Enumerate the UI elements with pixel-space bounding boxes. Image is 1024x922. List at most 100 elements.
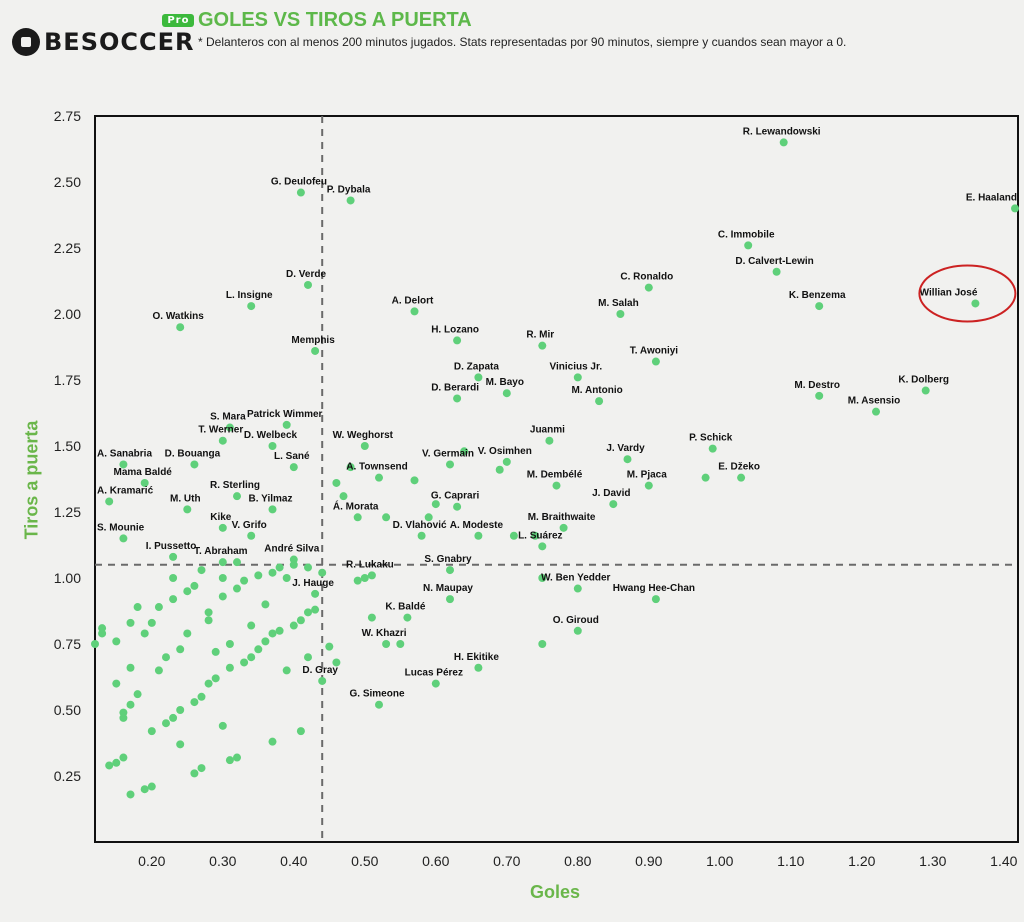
data-point [261, 600, 270, 609]
data-point-label: R. Lewandowski [743, 126, 821, 137]
data-point-label: D. Zapata [454, 361, 499, 372]
y-tick-label: 2.50 [54, 174, 81, 190]
data-point-labeled [474, 531, 483, 540]
data-point-label: Vinicius Jr. [549, 361, 602, 372]
data-point-labeled [573, 373, 582, 382]
data-point [162, 653, 170, 662]
data-point-label: M. Dembélé [527, 470, 583, 481]
data-point [119, 708, 128, 717]
data-point-label: D. Welbeck [244, 430, 298, 441]
data-point-label: J. David [592, 488, 630, 499]
data-point-label: G. Simeone [349, 689, 404, 700]
data-point-labeled [218, 523, 227, 532]
data-point-labeled [360, 442, 369, 450]
data-point-label: N. Maupay [423, 583, 473, 594]
data-point [282, 574, 291, 582]
chart-subtitle: * Delanteros con al menos 200 minutos ju… [198, 35, 847, 49]
data-point-label: W. Ben Yedder [541, 573, 610, 584]
data-point-labeled [183, 505, 192, 514]
data-point [98, 624, 107, 633]
data-point-labeled [772, 267, 781, 276]
data-point [147, 618, 156, 627]
data-point [147, 727, 156, 736]
data-point-labeled [311, 346, 320, 355]
data-point [311, 605, 320, 614]
data-point-labeled [382, 640, 391, 648]
data-point-label: V. Osimhen [478, 446, 532, 457]
data-point [382, 513, 391, 522]
data-point-label: M. Asensio [848, 396, 900, 407]
data-point-labeled [872, 407, 880, 416]
data-point-labeled [453, 394, 462, 403]
x-tick-label: 1.10 [777, 853, 804, 869]
y-tick-label: 1.50 [54, 438, 81, 454]
y-tick-label: 1.75 [54, 372, 81, 388]
data-point-label: M. Destro [794, 380, 840, 391]
data-point-labeled [176, 323, 185, 332]
y-tick-label: 1.00 [54, 570, 81, 586]
data-point-label: D. Bouanga [165, 448, 221, 459]
data-point-label: R. Mir [526, 330, 554, 341]
data-point [225, 663, 234, 672]
data-point [176, 740, 185, 749]
data-point [233, 584, 241, 593]
data-point-labeled [311, 589, 320, 598]
data-point [431, 500, 440, 509]
data-point [268, 737, 277, 746]
data-point-label: Juanmi [530, 425, 565, 436]
data-point-labeled [289, 463, 298, 472]
data-point [105, 761, 114, 770]
data-point [183, 629, 192, 638]
data-point-labeled [233, 492, 241, 501]
x-tick-label: 0.40 [280, 853, 307, 869]
data-point-label: W. Khazri [362, 628, 407, 639]
data-point-label: A. Sanabria [97, 448, 152, 459]
data-point [538, 574, 547, 582]
data-point [240, 576, 249, 585]
data-point-label: V. Germain [422, 448, 474, 459]
data-point [218, 592, 227, 601]
data-point [367, 613, 376, 622]
data-point-labeled [446, 566, 454, 575]
y-tick-label: 0.50 [54, 702, 81, 718]
data-point-label: M. Bayo [486, 377, 524, 388]
data-point [197, 566, 206, 575]
data-point [126, 618, 135, 627]
data-point-labeled [538, 341, 547, 350]
data-point-label: S. Mara [210, 412, 246, 423]
data-point-labeled [651, 595, 660, 604]
data-point-labeled [247, 531, 256, 540]
data-point-labeled [595, 397, 604, 406]
data-point [211, 647, 220, 656]
data-point-label: G. Caprari [431, 491, 480, 502]
data-point [204, 616, 213, 625]
x-tick-label: 0.90 [635, 853, 662, 869]
data-point-label: M. Uth [170, 493, 201, 504]
data-point [268, 568, 277, 577]
data-point-labeled [375, 700, 383, 709]
data-point-labeled [218, 558, 227, 567]
data-point-label: T. Werner [198, 425, 243, 436]
data-point-labeled [644, 283, 653, 292]
data-point [169, 574, 178, 582]
data-point-labeled [502, 457, 511, 466]
data-point [218, 721, 227, 730]
data-point [126, 790, 135, 799]
logo-mark-icon [12, 28, 40, 56]
data-point-labeled [573, 584, 582, 593]
data-point-labeled [367, 571, 376, 580]
data-point-label: T. Awoniyi [630, 346, 679, 357]
data-point [91, 640, 99, 648]
data-point-label: H. Lozano [431, 324, 479, 335]
data-point [190, 698, 199, 707]
data-point-label: A. Delort [392, 295, 434, 306]
x-tick-label: 1.20 [848, 853, 875, 869]
data-point [176, 645, 185, 654]
data-point [325, 642, 334, 651]
data-point-labeled [1011, 204, 1019, 213]
data-point-label: G. Deulofeu [271, 177, 327, 188]
data-point [346, 463, 355, 472]
data-point-label: André Silva [264, 544, 319, 555]
data-point-labeled [708, 444, 717, 453]
